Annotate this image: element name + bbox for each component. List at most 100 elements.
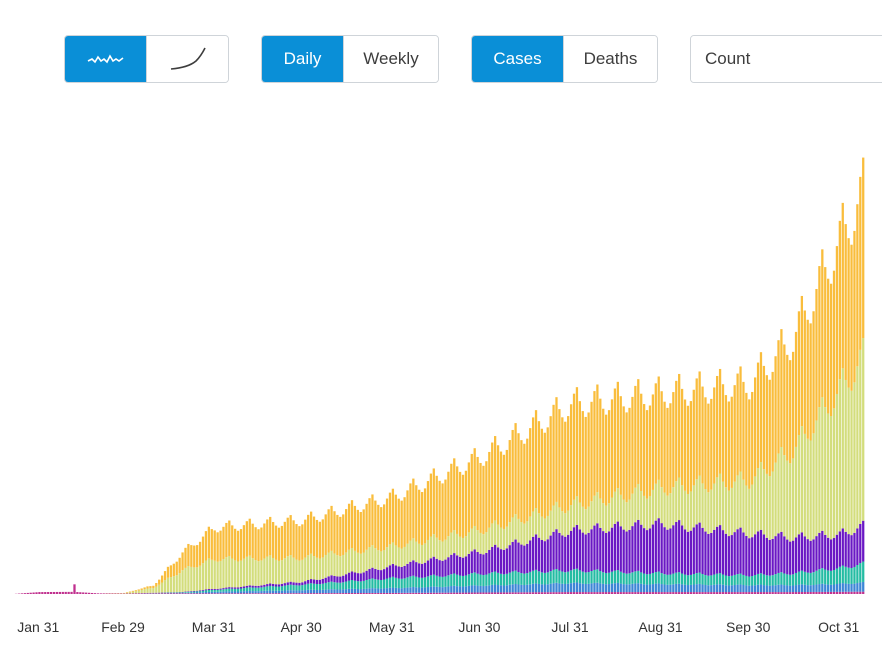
bar-blue <box>777 584 780 593</box>
bar-teal <box>494 571 497 585</box>
bar-blue <box>520 584 523 593</box>
bar-yellow <box>546 427 549 516</box>
bar-magenta <box>345 593 348 594</box>
cumulative-curve-button[interactable] <box>146 36 228 82</box>
bar-magenta <box>450 592 453 594</box>
bar-purple <box>721 530 725 575</box>
bar-teal <box>266 586 269 591</box>
bar-teal <box>464 575 468 587</box>
bar-magenta <box>105 593 108 594</box>
bar-purple <box>730 535 733 576</box>
bar-blue <box>622 584 625 593</box>
x-tick-label: Jun 30 <box>458 619 500 635</box>
bar-blue <box>602 583 605 593</box>
bar-teal <box>239 588 243 592</box>
bar-lime <box>666 495 669 530</box>
bar-lime <box>607 503 611 532</box>
bar-magenta <box>47 592 50 594</box>
bar-teal <box>339 582 342 590</box>
bar-yellow <box>426 481 430 540</box>
bar-purple <box>675 521 678 573</box>
bar-lime <box>193 567 196 591</box>
bar-purple <box>607 531 611 573</box>
bar-blue <box>225 591 228 594</box>
bar-magenta <box>762 592 766 594</box>
bar-purple <box>672 525 675 574</box>
bar-lime <box>292 557 295 583</box>
bar-yellow <box>733 385 736 482</box>
bar-teal <box>862 561 865 582</box>
bar-magenta <box>564 592 567 594</box>
bar-purple <box>499 549 503 574</box>
bar-teal <box>406 577 409 588</box>
bar-lime <box>619 494 622 527</box>
bar-purple <box>371 567 374 579</box>
bar-yellow <box>347 503 351 550</box>
daily-button[interactable]: Daily <box>262 36 343 82</box>
bar-magenta <box>406 592 409 594</box>
scale-select[interactable]: Count <box>690 35 882 83</box>
bar-lime <box>476 530 479 553</box>
bar-blue <box>198 592 202 594</box>
bar-yellow <box>774 356 777 463</box>
bar-purple <box>231 587 234 589</box>
bar-purple <box>631 526 634 573</box>
bar-blue <box>426 587 430 593</box>
weekly-button[interactable]: Weekly <box>343 36 438 82</box>
bar-lime <box>730 487 733 536</box>
bar-magenta <box>800 592 804 594</box>
bar-yellow <box>385 498 389 548</box>
bar-blue <box>204 592 208 594</box>
bar-yellow <box>803 310 806 434</box>
bar-purple <box>368 568 371 580</box>
bar-yellow <box>812 311 815 434</box>
bar-yellow <box>739 366 742 472</box>
bar-teal <box>517 572 520 585</box>
bar-blue <box>721 584 725 593</box>
bar-purple <box>353 572 357 581</box>
cases-button[interactable]: Cases <box>472 36 563 82</box>
bar-purple <box>824 534 827 570</box>
bar-blue <box>786 585 789 593</box>
bar-blue <box>841 583 844 592</box>
bar-magenta <box>584 592 587 594</box>
bar-magenta <box>777 592 780 594</box>
bar-purple <box>426 560 430 577</box>
bar-purple <box>713 529 716 575</box>
bar-yellow <box>499 451 503 528</box>
bar-magenta <box>114 593 117 594</box>
bar-magenta <box>482 592 485 594</box>
bar-teal <box>476 573 479 586</box>
bar-blue <box>318 590 322 594</box>
bar-lime <box>838 379 841 532</box>
bar-yellow <box>800 295 804 427</box>
bar-magenta <box>248 593 251 594</box>
bar-magenta <box>751 592 754 594</box>
bar-magenta <box>242 593 246 594</box>
bar-magenta <box>172 593 175 594</box>
bar-lime <box>467 532 470 554</box>
bar-magenta <box>187 593 190 594</box>
bar-purple <box>476 552 479 574</box>
bar-yellow <box>809 323 812 441</box>
bar-blue <box>438 586 441 593</box>
bar-yellow <box>353 505 357 551</box>
bar-teal <box>312 583 316 590</box>
bar-teal <box>558 570 561 584</box>
bar-blue <box>625 584 628 593</box>
bar-magenta <box>593 592 596 594</box>
bar-blue <box>762 585 766 593</box>
bar-yellow <box>260 527 263 561</box>
bar-blue <box>610 583 614 593</box>
daily-sparkline-button[interactable] <box>65 36 146 82</box>
bar-purple <box>610 527 614 572</box>
bar-yellow <box>269 516 272 556</box>
bar-magenta <box>733 592 736 594</box>
bar-lime <box>803 433 806 537</box>
deaths-button[interactable]: Deaths <box>563 36 657 82</box>
bar-teal <box>441 576 444 588</box>
bar-lime <box>149 588 152 593</box>
bar-teal <box>526 573 529 585</box>
bar-blue <box>350 588 354 594</box>
bar-blue <box>254 591 257 594</box>
